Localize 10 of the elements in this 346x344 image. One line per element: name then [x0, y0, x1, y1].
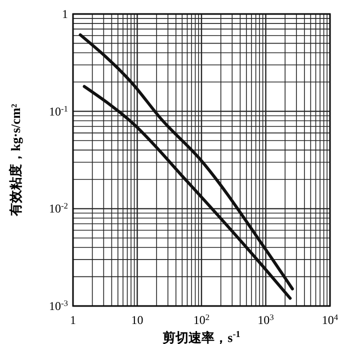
y-axis-title: 有效粘度，kg·s/cm²	[8, 104, 23, 218]
y-tick-label: 10$^{-3}$	[49, 298, 68, 313]
y-tick-label: 10$^{-2}$	[49, 201, 68, 216]
x-axis-title: 剪切速率，s$^{-1}$	[162, 329, 241, 344]
y-tick-label: 1	[62, 7, 68, 21]
y-tick-label: 10$^{-1}$	[49, 104, 68, 118]
x-tick-label: 10$^{2}$	[193, 312, 210, 327]
x-tick-label: 10$^{3}$	[258, 312, 274, 327]
x-tick-label: 10$^{4}$	[322, 312, 339, 327]
x-tick-label: 10	[131, 313, 144, 327]
